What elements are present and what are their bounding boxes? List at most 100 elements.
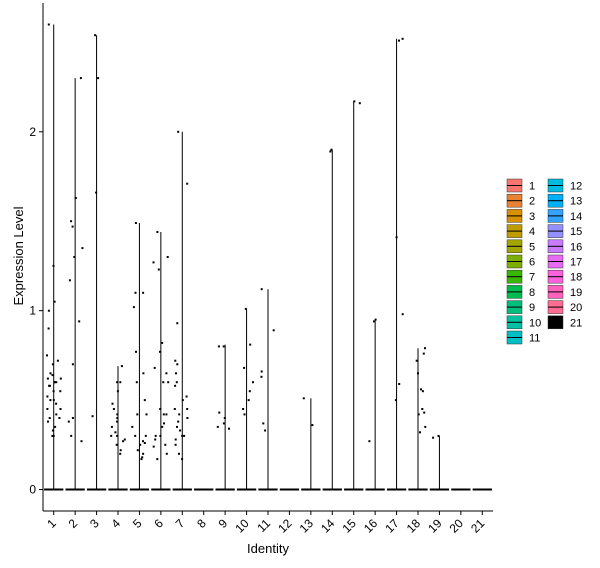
x-tick-label: 16 (361, 516, 381, 536)
data-point (401, 37, 404, 40)
data-point (222, 345, 225, 348)
data-point (154, 434, 157, 437)
data-point (145, 413, 148, 416)
data-point (51, 374, 54, 377)
data-point (176, 322, 179, 325)
data-point (353, 100, 356, 103)
data-point (55, 381, 58, 384)
data-point (134, 222, 137, 224)
data-point (165, 452, 168, 455)
data-point (395, 236, 398, 239)
data-point (217, 345, 220, 348)
data-point (373, 320, 375, 323)
legend-label: 15 (570, 226, 582, 238)
data-point (120, 365, 123, 368)
legend-item-7: 7 (506, 269, 535, 284)
data-point (422, 352, 425, 355)
data-point (174, 443, 177, 446)
data-point (144, 434, 147, 437)
x-tick-label: 4 (108, 516, 123, 531)
data-point (177, 420, 180, 423)
data-point (52, 399, 55, 402)
data-point (252, 381, 254, 384)
data-point (398, 39, 400, 42)
legend-label: 5 (529, 241, 535, 253)
data-point (417, 413, 420, 416)
x-tick-label: 17 (382, 516, 402, 536)
data-point (165, 413, 168, 416)
data-point (329, 150, 332, 153)
x-tick-label: 18 (404, 516, 424, 536)
data-point (161, 341, 164, 344)
data-point (46, 377, 49, 380)
legend-label: 8 (529, 287, 535, 299)
data-point (152, 445, 155, 448)
data-point (167, 381, 170, 384)
data-point (143, 442, 146, 444)
data-point (401, 313, 404, 316)
legend-label: 20 (570, 302, 582, 314)
data-point (368, 440, 371, 443)
data-point (186, 408, 189, 410)
legend-item-4: 4 (506, 224, 535, 238)
data-point (178, 452, 180, 455)
data-point (142, 291, 145, 294)
data-point (142, 452, 145, 455)
y-tick-label: 1 (29, 304, 36, 318)
data-point (173, 408, 176, 410)
data-point (46, 408, 49, 410)
legend-item-13: 13 (547, 193, 582, 208)
data-point (330, 148, 333, 151)
legend-label: 14 (570, 211, 582, 223)
data-point (437, 434, 440, 437)
data-point (186, 182, 189, 185)
data-point (423, 411, 426, 414)
x-tick-label: 3 (87, 516, 102, 531)
data-point (116, 417, 119, 419)
data-point (162, 381, 165, 384)
data-point (159, 434, 162, 437)
data-point (111, 402, 114, 405)
x-tick-label: 12 (275, 516, 295, 536)
data-point (135, 350, 137, 353)
legend-label: 17 (570, 257, 582, 269)
legend-item-10: 10 (506, 315, 541, 329)
data-point (183, 434, 186, 437)
data-point (139, 443, 142, 446)
data-point (73, 256, 76, 258)
x-tick-label: 6 (151, 516, 166, 531)
data-point (247, 399, 250, 402)
data-point (175, 372, 177, 375)
x-tick-label: 2 (66, 516, 81, 531)
data-point (115, 443, 118, 446)
data-point (70, 220, 73, 223)
data-point (244, 307, 247, 310)
data-point (74, 197, 77, 199)
legend-label: 9 (529, 302, 535, 314)
data-point (421, 390, 424, 393)
data-point (248, 390, 251, 393)
data-point (185, 395, 188, 398)
legend-item-16: 16 (547, 239, 582, 253)
legend-label: 12 (570, 181, 582, 193)
data-point (222, 422, 225, 425)
data-point (51, 429, 54, 432)
data-point (55, 413, 58, 416)
data-point (415, 359, 418, 362)
legend-item-9: 9 (506, 300, 535, 314)
data-point (174, 438, 177, 441)
legend-item-19: 19 (547, 285, 582, 299)
data-point (78, 320, 81, 323)
data-point (47, 420, 49, 423)
data-point (432, 436, 435, 439)
data-point (159, 408, 162, 410)
data-point (420, 388, 422, 391)
x-tick-label: 8 (194, 516, 209, 531)
x-tick-label: 1 (44, 516, 59, 531)
y-axis: 0 1 2 (29, 3, 44, 511)
legend-item-8: 8 (506, 285, 535, 299)
data-point (302, 397, 305, 400)
legend-item-18: 18 (547, 269, 582, 284)
